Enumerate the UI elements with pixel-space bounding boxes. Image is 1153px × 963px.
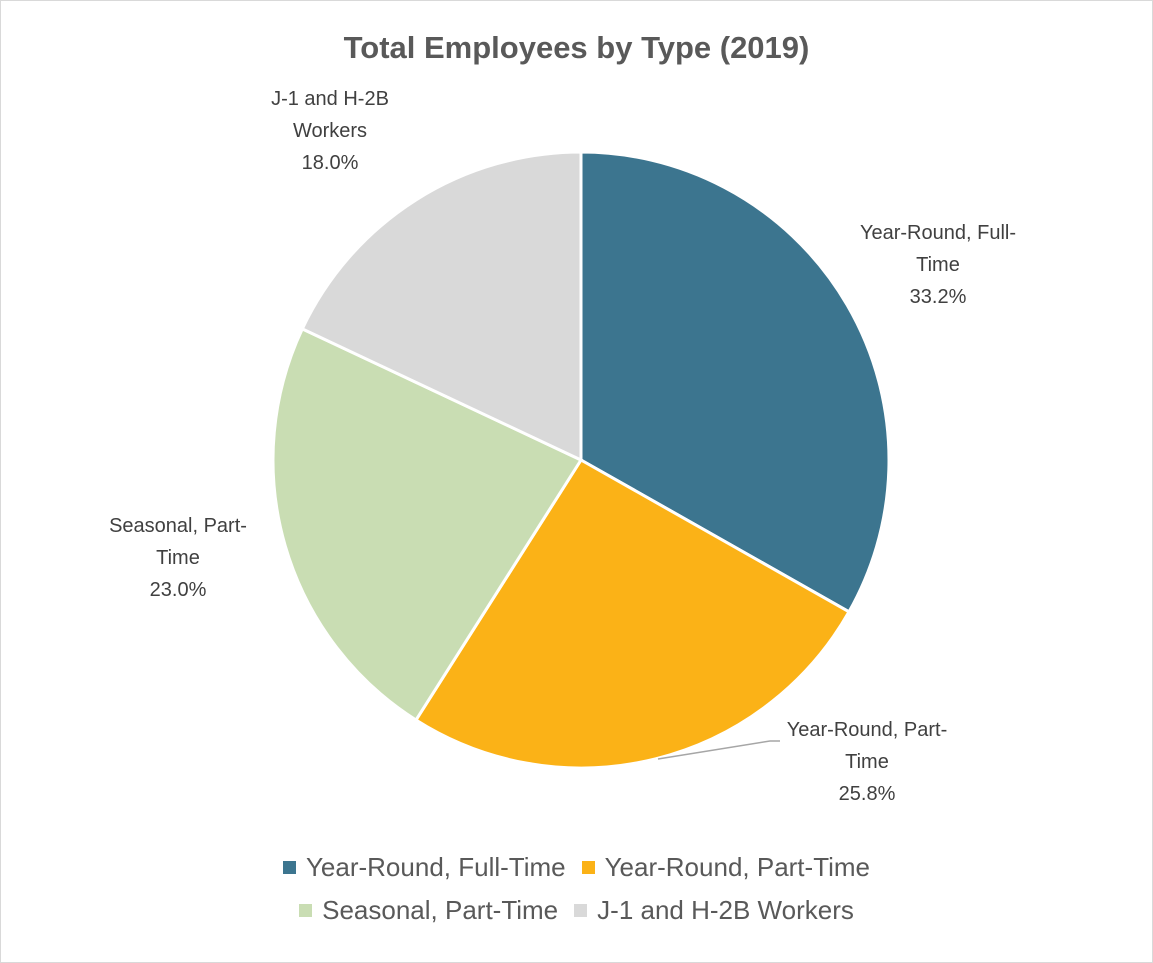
legend: Year-Round, Full-Time Year-Round, Part-T… [0,852,1153,938]
legend-item-seasonal-part-time: Seasonal, Part-Time [299,895,558,926]
data-label: J-1 and H-2B Workers 18.0% [271,88,389,174]
leader-line [657,740,780,760]
legend-row-1: Year-Round, Full-Time Year-Round, Part-T… [0,852,1153,883]
data-label: Year-Round, Part-Time 25.8% [787,719,947,805]
slice-seasonal-part-time [271,326,584,723]
legend-label: Year-Round, Part-Time [604,852,871,882]
legend-label: Year-Round, Full-Time [305,852,566,882]
legend-item-year-round-part-time: Year-Round, Part-Time [581,852,871,883]
legend-item-j1-h2b-workers: J-1 and H-2B Workers [574,895,854,926]
legend-row-2: Seasonal, Part-Time J-1 and H-2B Workers [0,895,1153,926]
data-label: Year-Round, Full-Time 33.2% [860,222,1016,308]
slice-j1-h2b-workers [300,150,583,463]
slice-year-round-part-time [413,457,852,770]
slice-year-round-full-time [579,150,891,614]
legend-swatch [282,861,296,874]
legend-swatch [299,904,313,917]
legend-swatch [574,904,588,917]
legend-item-year-round-full-time: Year-Round, Full-Time [282,852,566,883]
chart-title: Total Employees by Type (2019) [343,30,810,65]
data-label: Seasonal, Part-Time 23.0% [109,515,247,601]
legend-label: Seasonal, Part-Time [322,895,559,925]
legend-label: J-1 and H-2B Workers [597,895,854,925]
legend-swatch [581,861,595,874]
